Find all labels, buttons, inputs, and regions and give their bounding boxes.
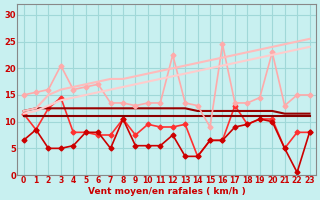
X-axis label: Vent moyen/en rafales ( km/h ): Vent moyen/en rafales ( km/h ) [88,187,245,196]
